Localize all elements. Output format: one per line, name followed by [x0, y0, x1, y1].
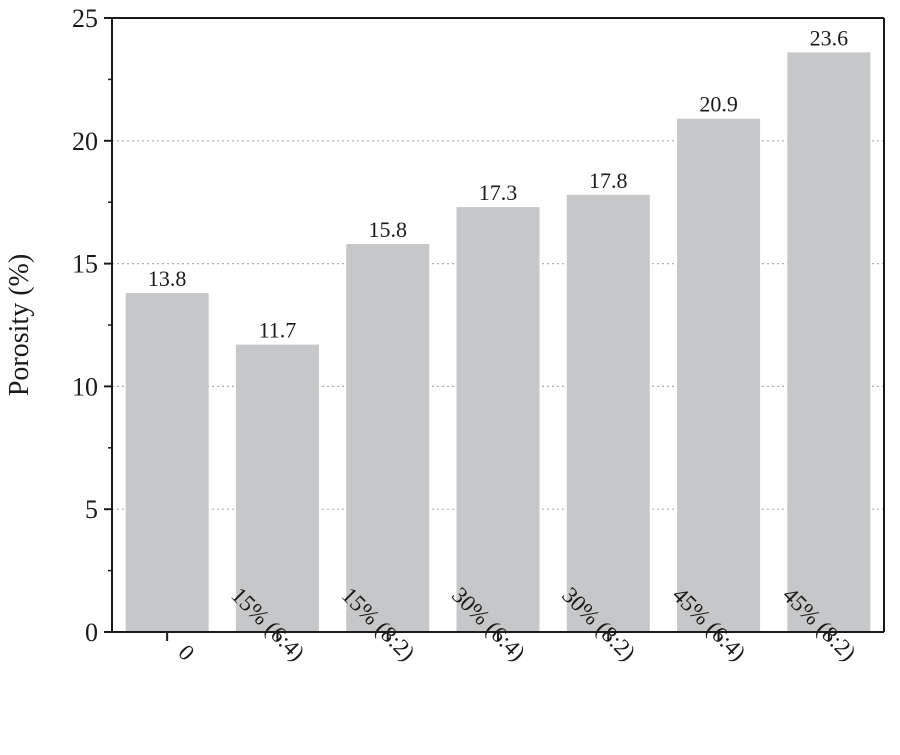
y-axis-title: Porosity (%) [4, 254, 35, 396]
data-label: 13.8 [148, 266, 187, 291]
bar [566, 194, 650, 632]
data-label: 17.3 [479, 180, 518, 205]
bar [787, 52, 871, 633]
x-tick-label: 0 [173, 640, 199, 666]
bar [456, 207, 540, 632]
bar [235, 344, 319, 632]
bar [346, 243, 430, 632]
data-label: 20.9 [699, 92, 738, 117]
y-tick-label: 0 [85, 618, 98, 647]
bar [125, 293, 209, 632]
y-tick-label: 15 [72, 250, 98, 279]
bars [125, 52, 871, 633]
bar [677, 118, 761, 633]
y-tick-label: 5 [85, 495, 98, 524]
data-labels: 13.8 11.7 15.8 17.3 17.8 20.9 23.6 [148, 25, 848, 342]
data-label: 17.8 [589, 168, 628, 193]
data-label: 23.6 [810, 25, 849, 50]
y-tick-label: 25 [72, 4, 98, 33]
y-ticks: 0 5 10 15 20 25 [72, 4, 112, 647]
y-tick-label: 10 [72, 372, 98, 401]
data-label: 11.7 [259, 318, 297, 343]
y-tick-label: 20 [72, 127, 98, 156]
data-label: 15.8 [368, 217, 407, 242]
